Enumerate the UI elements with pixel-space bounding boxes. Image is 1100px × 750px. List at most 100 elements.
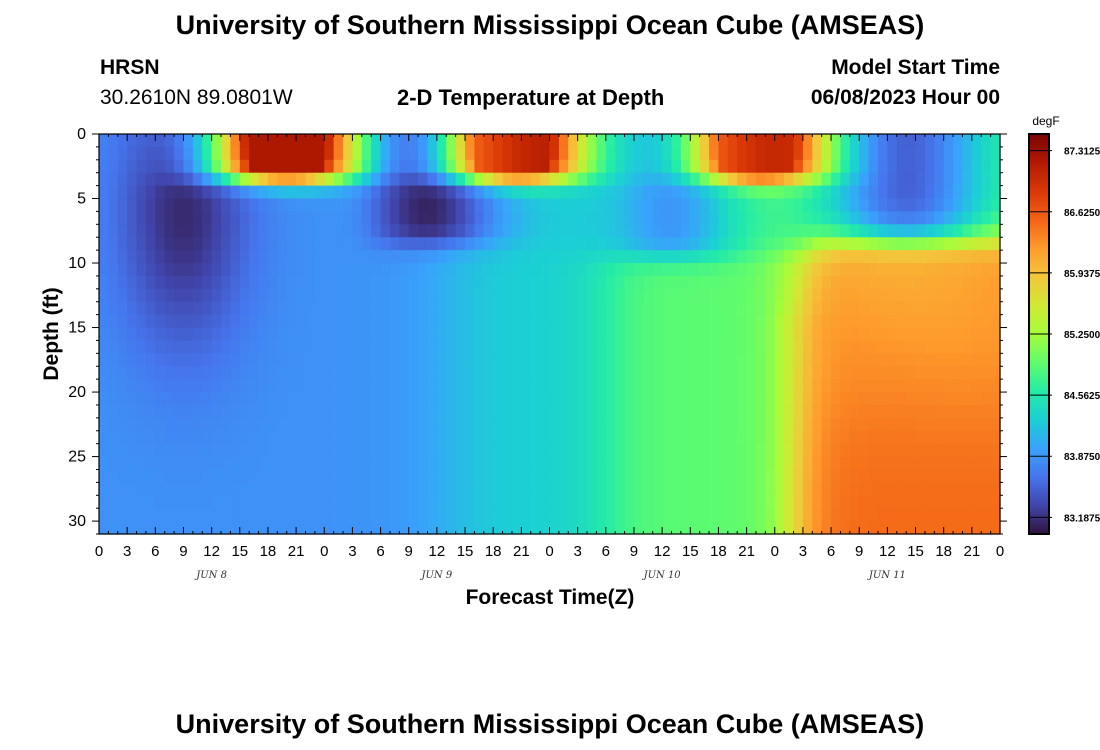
heatmap-cell	[99, 250, 109, 264]
heatmap-cell	[380, 469, 391, 483]
heatmap-cell	[962, 146, 973, 161]
heatmap-cell	[568, 198, 579, 213]
heatmap-cell	[615, 417, 626, 432]
heatmap-cell	[868, 482, 879, 496]
heatmap-cell	[333, 430, 344, 445]
heatmap-cell	[455, 314, 466, 329]
heatmap-cell	[887, 404, 898, 419]
heatmap-cell	[765, 508, 776, 522]
heatmap-cell	[831, 327, 842, 342]
heatmap-cell	[305, 314, 316, 329]
heatmap-cell	[99, 134, 109, 148]
heatmap-cell	[990, 134, 1001, 148]
heatmap-cell	[249, 456, 260, 471]
heatmap-cell	[230, 211, 241, 225]
heatmap-cell	[286, 366, 297, 380]
heatmap-cell	[418, 482, 429, 496]
heatmap-cell	[277, 288, 288, 303]
heatmap-cell	[737, 211, 748, 225]
heatmap-cell	[99, 521, 109, 535]
heatmap-cell	[793, 224, 804, 238]
heatmap-cell	[971, 211, 982, 225]
heatmap-cell	[652, 379, 663, 393]
heatmap-cell	[389, 469, 400, 483]
heatmap-cell	[577, 327, 588, 342]
heatmap-cell	[380, 392, 391, 406]
heatmap-cell	[474, 430, 485, 445]
heatmap-cell	[990, 482, 1001, 496]
heatmap-cell	[802, 288, 813, 303]
heatmap-cell	[530, 404, 541, 419]
heatmap-cell	[361, 134, 372, 148]
heatmap-cell	[718, 353, 729, 367]
heatmap-cell	[924, 263, 935, 277]
heatmap-cell	[727, 288, 738, 303]
heatmap-cell	[436, 301, 447, 316]
heatmap-cell	[239, 379, 250, 393]
heatmap-cell	[718, 146, 729, 161]
heatmap-cell	[615, 495, 626, 509]
heatmap-cell	[868, 146, 879, 161]
x-tick-label: 12	[203, 543, 220, 560]
heatmap-cell	[962, 353, 973, 367]
heatmap-cell	[737, 521, 748, 535]
heatmap-cell	[117, 353, 128, 367]
heatmap-cell	[671, 211, 682, 225]
heatmap-cell	[361, 366, 372, 380]
heatmap-cell	[408, 379, 419, 393]
heatmap-cell	[671, 443, 682, 458]
heatmap-cell	[953, 340, 964, 354]
heatmap-cell	[465, 508, 476, 522]
heatmap-cell	[343, 146, 354, 161]
heatmap-cell	[934, 404, 945, 419]
heatmap-cell	[577, 443, 588, 458]
heatmap-cell	[389, 288, 400, 303]
heatmap-cell	[427, 224, 438, 238]
heatmap-cell	[446, 263, 457, 277]
heatmap-cell	[709, 353, 720, 367]
heatmap-cell	[662, 327, 673, 342]
heatmap-cell	[718, 172, 729, 187]
heatmap-cell	[887, 237, 898, 251]
heatmap-cell	[943, 250, 954, 264]
heatmap-cell	[211, 211, 222, 225]
heatmap-cell	[211, 327, 222, 342]
heatmap-cell	[352, 250, 363, 264]
heatmap-cell	[981, 353, 992, 367]
heatmap-cell	[568, 301, 579, 316]
heatmap-cell	[230, 263, 241, 277]
heatmap-cell	[117, 301, 128, 316]
heatmap-cell	[633, 185, 644, 200]
heatmap-cell	[221, 301, 231, 316]
heatmap-cell	[211, 443, 222, 458]
heatmap-cell	[474, 327, 485, 342]
heatmap-cell	[211, 379, 222, 393]
heatmap-cell	[906, 340, 917, 354]
heatmap-cell	[446, 288, 457, 303]
heatmap-cell	[633, 482, 644, 496]
heatmap-cell	[849, 469, 860, 483]
heatmap-cell	[540, 159, 551, 174]
heatmap-cell	[399, 521, 410, 535]
heatmap-cell	[812, 417, 823, 432]
heatmap-cell	[136, 456, 147, 471]
heatmap-cell	[286, 211, 297, 225]
heatmap-cell	[446, 482, 457, 496]
heatmap-cell	[521, 185, 532, 200]
heatmap-cell	[558, 211, 569, 225]
heatmap-cell	[267, 159, 278, 174]
heatmap-cell	[540, 456, 551, 471]
heatmap-cell	[981, 404, 992, 419]
heatmap-cell	[239, 198, 250, 213]
heatmap-cell	[981, 275, 992, 290]
heatmap-cell	[127, 443, 138, 458]
heatmap-cell	[493, 314, 504, 329]
heatmap-cell	[371, 392, 382, 406]
heatmap-cell	[568, 146, 579, 161]
heatmap-cell	[877, 404, 888, 419]
heatmap-cell	[127, 327, 138, 342]
heatmap-cell	[399, 456, 410, 471]
heatmap-cell	[521, 172, 532, 187]
heatmap-cell	[155, 172, 166, 187]
heatmap-cell	[718, 159, 729, 174]
